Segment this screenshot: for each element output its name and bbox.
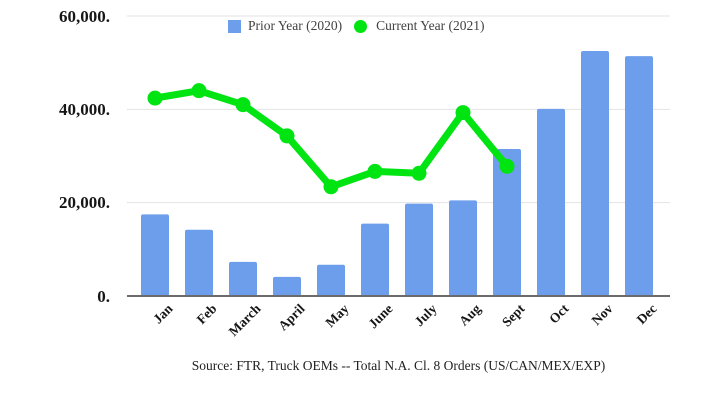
- line-point-july: [411, 165, 427, 181]
- line-point-june: [367, 163, 383, 179]
- bar-march: [229, 261, 257, 296]
- line-point-may: [323, 179, 339, 195]
- bar-aug: [449, 200, 477, 296]
- legend-label-current-year: Current Year (2021): [376, 18, 485, 33]
- bar-july: [405, 203, 433, 296]
- line-point-jan: [147, 90, 163, 106]
- bar-april: [273, 276, 301, 296]
- legend: Prior Year (2020) Current Year (2021): [228, 18, 496, 34]
- legend-item-current-year: Current Year (2021): [354, 18, 484, 34]
- line-point-sept: [499, 158, 515, 174]
- line-point-march: [235, 97, 251, 113]
- line-point-feb: [191, 83, 207, 99]
- bar-sept: [493, 149, 521, 296]
- bar-may: [317, 264, 345, 296]
- bar-series-swatch-icon: [228, 19, 241, 33]
- current-year-line: [151, 87, 511, 191]
- source-note: Source: FTR, Truck OEMs -- Total N.A. Cl…: [191, 358, 606, 373]
- legend-label-prior-year: Prior Year (2020): [248, 18, 343, 33]
- bar-june: [361, 223, 389, 296]
- y-tick-label-60000: 60,000.: [59, 6, 110, 26]
- y-tick-label-40000: 40,000.: [59, 99, 110, 119]
- y-tick-label-20000: 20,000.: [59, 193, 110, 213]
- bar-dec: [625, 56, 653, 297]
- line-series-swatch-icon: [354, 19, 368, 33]
- line-point-april: [279, 128, 295, 144]
- bar-nov: [581, 51, 609, 296]
- bar-feb: [185, 229, 213, 296]
- bar-jan: [141, 214, 169, 296]
- bar-oct: [537, 108, 565, 296]
- y-tick-label-0: 0.: [97, 286, 110, 306]
- legend-item-prior-year: Prior Year (2020): [228, 18, 342, 34]
- line-point-aug: [455, 105, 471, 121]
